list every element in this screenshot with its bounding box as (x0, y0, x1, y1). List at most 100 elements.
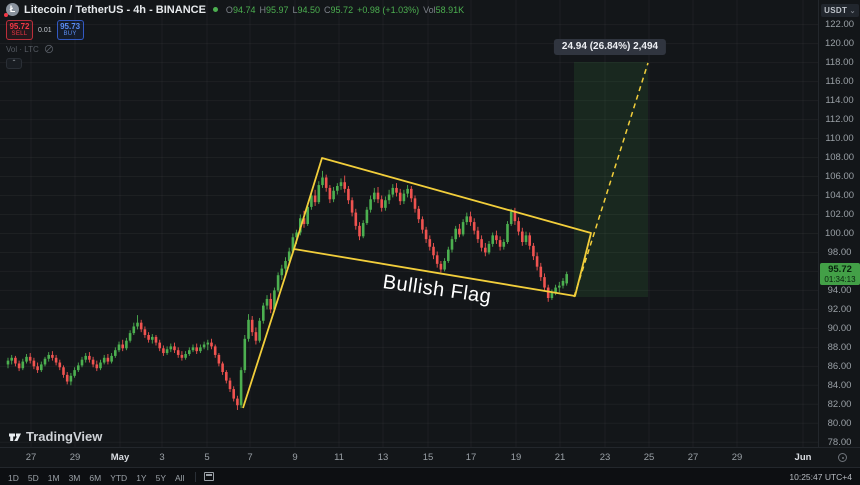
buy-button[interactable]: 95.73 BUY (56, 20, 84, 40)
candle-body (410, 188, 413, 199)
timezone-clock[interactable]: 10:25:47 UTC+4 (789, 471, 852, 482)
range-button-6M[interactable]: 6M (89, 472, 102, 483)
candle-body (165, 349, 169, 354)
ohlc-change: +0.98 (+1.03%) (357, 4, 420, 15)
candle-body (491, 235, 494, 244)
price-tick: 88.00 (827, 341, 852, 353)
currency-toggle-button[interactable]: USDT ⌄ (821, 4, 859, 17)
candle-body (169, 346, 173, 350)
candle-body (32, 360, 36, 367)
candle-body (213, 346, 217, 355)
price-tick: 114.00 (825, 95, 854, 107)
time-tick: 21 (554, 452, 566, 463)
candle-body (147, 335, 150, 340)
candle-body (558, 285, 561, 288)
candle-body (310, 195, 313, 207)
candle-body (458, 228, 461, 235)
candle-body (317, 185, 321, 203)
candle-body (509, 211, 513, 224)
price-tick: 116.00 (825, 76, 854, 88)
candle-body (439, 263, 443, 270)
measurement-label: 24.94 (26.84%) 2,494 (553, 39, 667, 55)
go-to-date-calendar-icon[interactable] (204, 472, 215, 481)
candle-body (313, 195, 317, 203)
candle-body (435, 255, 439, 264)
chart-legend: Ł Litecoin / TetherUS - 4h - BINANCE O94… (4, 3, 468, 69)
candle-body (62, 367, 65, 375)
range-button-1M[interactable]: 1M (47, 472, 60, 483)
sell-button[interactable]: 95.72 SELL (6, 20, 33, 40)
spread-value: 0.01 (38, 26, 52, 34)
candle-body (469, 216, 472, 223)
last-price-label: 95.72 01:34:13 (820, 263, 860, 286)
candle-body (421, 219, 424, 230)
price-tick: 122.00 (824, 19, 855, 31)
time-tick: 25 (643, 452, 655, 463)
candle-body (280, 268, 284, 276)
market-open-dot-icon (212, 7, 218, 12)
candle-body (125, 340, 128, 349)
projection-target-box (574, 62, 648, 297)
legend-collapse-button[interactable]: ⌃ (6, 58, 22, 69)
price-axis[interactable]: USDT ⌄ 95.72 01:34:13 122.00 120.00 118.00… (818, 0, 860, 448)
candle-body (535, 256, 539, 267)
candle-body (376, 192, 380, 200)
candle-body (432, 246, 435, 256)
range-button-1D[interactable]: 1D (8, 472, 19, 483)
price-tick: 100.00 (824, 227, 855, 239)
candle-body (454, 228, 457, 240)
candle-body (332, 190, 335, 200)
candle-body (550, 292, 554, 298)
range-button-3M[interactable]: 3M (68, 472, 81, 483)
candle-body (262, 305, 265, 321)
candle-body (395, 187, 398, 193)
candle-body (554, 287, 557, 293)
ohlc-open: O94.74 (225, 4, 256, 15)
candle-body (398, 192, 402, 202)
time-tick: 13 (377, 452, 389, 463)
axis-settings-icon[interactable] (838, 453, 847, 462)
range-button-1Y[interactable]: 1Y (136, 472, 147, 483)
candle-body (128, 333, 132, 341)
candle-body (324, 177, 328, 188)
candle-body (413, 198, 417, 209)
indicator-hidden-eye-icon[interactable] (44, 44, 54, 54)
price-tick: 110.00 (825, 133, 854, 145)
candle-body (154, 336, 158, 343)
chart-canvas[interactable] (0, 0, 818, 447)
time-axis[interactable]: 27 29 May 3 5 7 9 11 13 15 17 19 21 23 25 27 29 Jun (0, 447, 860, 467)
candle-body (95, 364, 99, 369)
range-button-5Y[interactable]: 5Y (155, 472, 166, 483)
candle-body (476, 230, 480, 240)
range-button-All[interactable]: All (175, 472, 185, 483)
candle-body (136, 322, 139, 327)
projection-dashed-line[interactable] (573, 62, 649, 298)
candle-body (247, 319, 250, 339)
range-button-5D[interactable]: 5D (27, 472, 39, 483)
candle-body (77, 365, 80, 371)
time-tick: 27 (687, 452, 699, 463)
candle-body (539, 266, 543, 278)
price-tick: 98.00 (827, 246, 852, 258)
price-tick: 94.00 (827, 284, 852, 296)
candle-body (347, 188, 350, 201)
candle-body (561, 280, 565, 286)
candle-body (336, 186, 339, 191)
price-tick: 120.00 (824, 38, 855, 50)
time-tick: 7 (247, 452, 253, 463)
range-button-YTD[interactable]: YTD (110, 472, 128, 483)
symbol-title[interactable]: Litecoin / TetherUS - 4h - BINANCE (24, 3, 206, 16)
candle-body (188, 350, 191, 354)
candle-body (328, 187, 332, 200)
candle-body (447, 249, 450, 261)
candle-body (517, 221, 520, 232)
candle-body (180, 354, 184, 358)
volume-indicator-label[interactable]: Vol · LTC (6, 44, 39, 54)
time-tick: Jun (794, 452, 812, 463)
price-tick: 104.00 (824, 190, 855, 201)
candle-body (373, 192, 376, 200)
candle-body (276, 275, 280, 291)
candle-body (51, 354, 54, 358)
flag-pole-line[interactable] (242, 248, 295, 409)
